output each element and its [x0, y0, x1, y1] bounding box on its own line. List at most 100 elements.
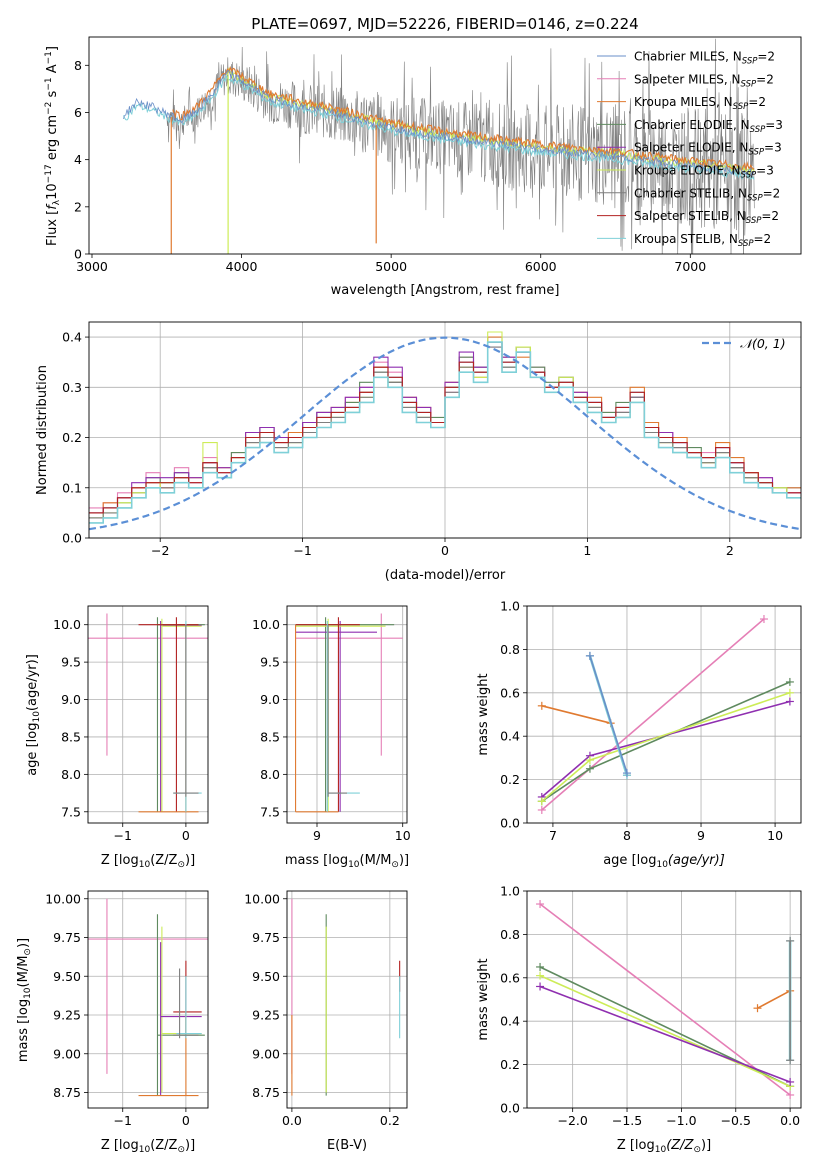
y-tick-label: 4: [74, 152, 82, 167]
x-tick-label: 0.0: [780, 1113, 800, 1128]
figure-title: PLATE=0697, MJD=52226, FIBERID=0146, z=0…: [251, 15, 638, 33]
legend-entry-text: =2: [763, 186, 781, 200]
x-tick-label: 9: [697, 828, 705, 843]
y-tick-label: 9.75: [252, 930, 280, 945]
weight-vs-metallicity-panel: −2.0 −1.5 −1.0 −0.5 0.0 0.0 0.2 0.4 0.6 0.8 1.0 Z […: [476, 884, 802, 1155]
y-tick-label: 8.0: [61, 767, 81, 782]
y-tick-label: 0.6: [500, 685, 520, 700]
legend-entry-sub: SSP: [733, 102, 749, 112]
y-tick-label: 8: [74, 58, 82, 73]
y-axis-label: mass weight: [476, 673, 491, 755]
legend-entry: Kroupa ELODIE, NSSP=3: [634, 164, 774, 181]
y-axis-label-part: A: [45, 64, 60, 77]
y-tick-label: 6: [74, 105, 82, 120]
x-tick-label: 0.0: [282, 1113, 302, 1128]
weight-line-kroupa-miles: [541, 705, 611, 724]
weight-line-salpeter-elodie: [539, 985, 791, 1083]
x-axis-label-part: )]: [185, 1138, 195, 1153]
legend-entry-text: =3: [765, 118, 783, 132]
weight-line-chabrier-elodie: [541, 681, 791, 802]
legend-entry-text: Salpeter MILES, N: [634, 72, 741, 86]
x-axis-label: Z [log10(Z/Z⊙)]: [617, 1138, 711, 1155]
x-tick-label: 8: [623, 828, 631, 843]
x-tick-label: 2: [726, 543, 734, 558]
x-axis-label: Z [log10(Z/Z⊙)]: [101, 1138, 195, 1155]
legend-entry-text: =2: [756, 72, 774, 86]
legend-entry-text: Chabrier STELIB, N: [634, 186, 747, 200]
x-axis-label-part: (Z/Z: [150, 1138, 177, 1153]
y-tick-label: 0.6: [500, 970, 520, 985]
y-tick-label: 9.5: [61, 655, 81, 670]
y-axis-label-part: age [log: [25, 723, 40, 776]
y-axis-label: mass weight: [476, 958, 491, 1040]
y-tick-label: 1.0: [500, 599, 520, 614]
y-tick-label: 10.0: [252, 617, 280, 632]
y-axis-label-part: s: [45, 90, 60, 101]
legend-entry-sub: SSP: [741, 171, 757, 181]
legend-entry-sub: SSP: [738, 239, 754, 249]
y-tick-label: 8.75: [53, 1085, 81, 1100]
legend-entry-text: =2: [748, 95, 766, 109]
legend-entry-text: =2: [761, 209, 779, 223]
x-axis-label-part: (Z/Z: [666, 1138, 694, 1153]
x-tick-label: 9: [313, 828, 321, 843]
plot-area: [122, 38, 755, 254]
plot-area: [89, 331, 801, 531]
y-tick-label: 9.50: [53, 969, 81, 984]
plot-area: [88, 613, 208, 813]
plot-area: [537, 615, 794, 814]
legend-entry-sub: SSP: [750, 125, 766, 135]
x-tick-label: 10: [395, 828, 411, 843]
x-tick-label: −1.0: [666, 1113, 696, 1128]
y-tick-label: 9.25: [252, 1008, 280, 1023]
legend-entry: Salpeter ELODIE, NSSP=3: [634, 141, 782, 158]
y-tick-label: 0.2: [62, 430, 82, 445]
y-tick-label: 7.5: [260, 804, 280, 819]
legend-entry: Salpeter STELIB, NSSP=2: [634, 209, 779, 226]
y-tick-label: 10.00: [244, 891, 280, 906]
x-axis-label-part: mass [log: [285, 853, 348, 868]
age-vs-metallicity-panel: −1 07.58.08.59.09.510.0Z [log10(Z/Z⊙)]age…: [25, 605, 209, 870]
x-axis-label: mass [log10(M/M⊙)]: [285, 853, 409, 870]
legend-entry-text: Chabrier ELODIE, N: [634, 118, 750, 132]
x-tick-label: 0.2: [380, 1113, 400, 1128]
histogram-kroupa-stelib: [89, 341, 801, 524]
x-axis-label-part: 10: [139, 1145, 151, 1155]
x-tick-label: −2.0: [557, 1113, 587, 1128]
y-axis-label-part: (age/yr)]: [25, 654, 40, 711]
x-axis-label-part: Z [log: [617, 1138, 655, 1153]
y-tick-label: 10.00: [45, 891, 81, 906]
x-axis-label-part: ⊙: [391, 860, 399, 870]
y-axis-label-part: ]: [45, 46, 60, 51]
x-axis-label-part: )]: [701, 1138, 711, 1153]
axes-frame: [526, 890, 802, 1109]
weight-line-chabrier-miles: [589, 655, 628, 774]
axes-frame: [286, 890, 408, 1109]
y-tick-label: 9.00: [252, 1046, 280, 1061]
weight-line-kroupa-miles: [757, 990, 791, 1009]
x-tick-label: −1: [114, 828, 132, 843]
y-tick-label: 0.2: [500, 1057, 520, 1072]
y-tick-label: 0.3: [62, 380, 82, 395]
legend-entry-sub: SSP: [748, 148, 764, 158]
y-axis-label-part: −1: [44, 51, 54, 64]
plot-area: [536, 900, 795, 1099]
x-tick-label: −1: [293, 543, 311, 558]
axes-frame: [88, 321, 802, 539]
y-tick-label: 10.0: [53, 617, 81, 632]
x-axis-label-part: ⊙: [177, 860, 185, 870]
y-tick-label: 7.5: [61, 804, 81, 819]
x-axis-label-part: 10: [139, 860, 151, 870]
x-tick-label: 7: [549, 828, 557, 843]
y-tick-label: 0.4: [500, 1014, 520, 1029]
x-axis-label: (data-model)/error: [385, 568, 506, 583]
y-tick-label: 2: [74, 199, 82, 214]
y-tick-label: 0.0: [500, 816, 520, 831]
y-tick-label: 0.8: [500, 927, 520, 942]
x-axis-label-part: )]: [185, 853, 195, 868]
